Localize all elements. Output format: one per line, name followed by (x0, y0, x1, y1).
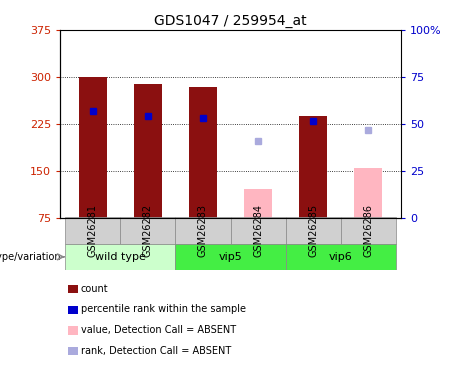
Text: genotype/variation: genotype/variation (0, 252, 61, 262)
Bar (176, 217, 230, 244)
Text: GSM26282: GSM26282 (143, 204, 153, 257)
Text: percentile rank within the sample: percentile rank within the sample (81, 304, 246, 314)
Text: vip5: vip5 (219, 252, 242, 262)
Bar (230, 217, 285, 244)
Bar (189, 87, 217, 218)
Text: rank, Detection Call = ABSENT: rank, Detection Call = ABSENT (81, 346, 231, 355)
Bar (355, 168, 382, 217)
Text: vip6: vip6 (329, 252, 352, 262)
Text: wild type: wild type (95, 252, 146, 262)
Text: count: count (81, 284, 108, 294)
Text: GSM26285: GSM26285 (308, 204, 318, 257)
Bar (65, 217, 120, 244)
Bar (79, 77, 106, 218)
Bar (341, 217, 396, 244)
Bar (176, 244, 285, 270)
Text: value, Detection Call = ABSENT: value, Detection Call = ABSENT (81, 325, 236, 335)
Bar (285, 244, 396, 270)
Bar (120, 217, 176, 244)
Text: GSM26281: GSM26281 (88, 204, 98, 257)
Bar (134, 84, 162, 218)
Bar (299, 116, 327, 218)
Bar (285, 217, 341, 244)
Bar (244, 189, 272, 217)
Text: GSM26286: GSM26286 (363, 204, 373, 257)
Bar (65, 244, 176, 270)
Title: GDS1047 / 259954_at: GDS1047 / 259954_at (154, 13, 307, 28)
Text: GSM26284: GSM26284 (253, 204, 263, 257)
Text: GSM26283: GSM26283 (198, 204, 208, 257)
